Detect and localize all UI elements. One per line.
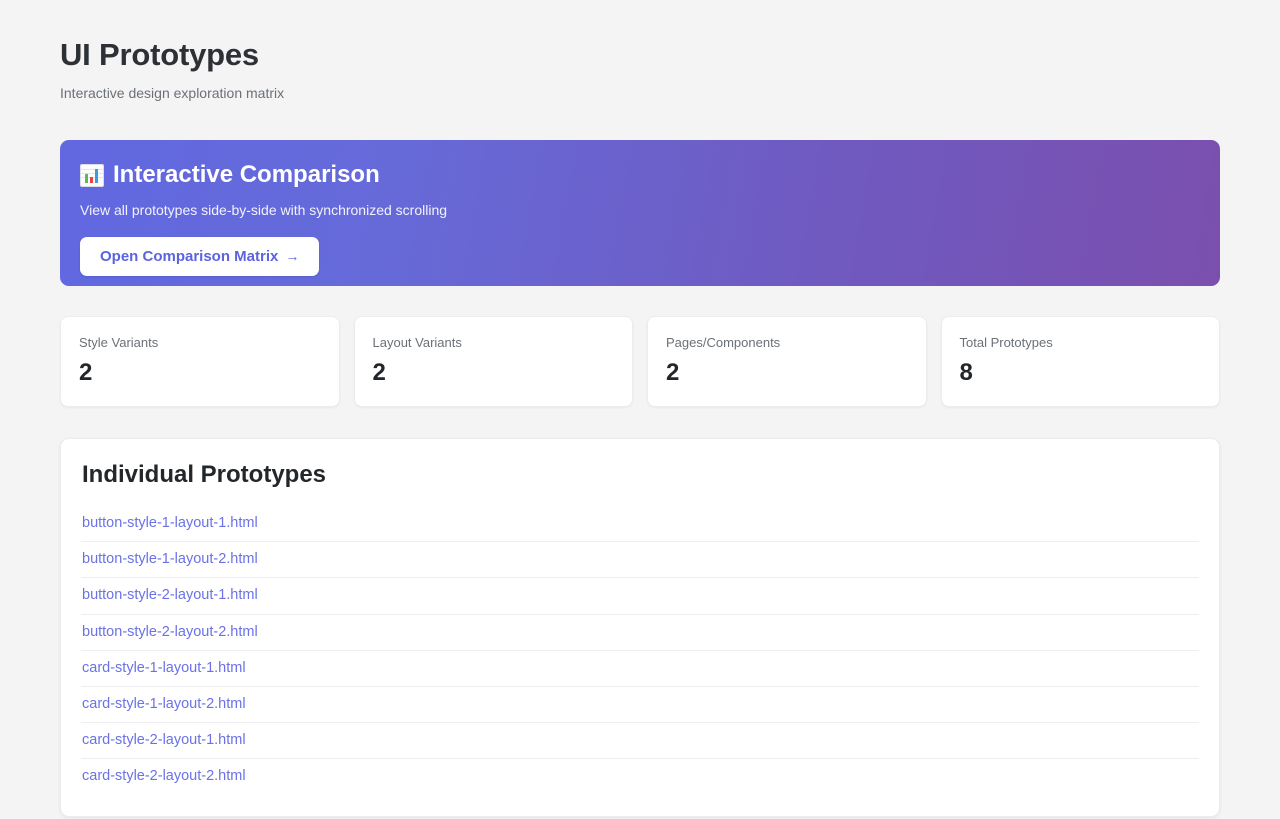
prototype-link[interactable]: card-style-2-layout-2.html (82, 768, 246, 785)
list-item: button-style-1-layout-2.html (81, 542, 1199, 579)
list-item: card-style-1-layout-2.html (81, 687, 1199, 723)
stat-card-total-prototypes: Total Prototypes 8 (940, 316, 1220, 408)
individual-prototypes-card: Individual Prototypes button-style-1-lay… (60, 438, 1220, 818)
prototype-link[interactable]: button-style-2-layout-2.html (82, 623, 258, 640)
interactive-comparison-banner: Interactive Comparison View all prototyp… (60, 140, 1220, 287)
list-item: button-style-1-layout-1.html (81, 506, 1199, 543)
prototype-link[interactable]: button-style-1-layout-2.html (82, 551, 258, 568)
prototype-link[interactable]: button-style-1-layout-1.html (82, 515, 258, 532)
open-comparison-matrix-button[interactable]: Open Comparison Matrix → (80, 236, 320, 276)
prototype-link[interactable]: card-style-1-layout-2.html (82, 695, 246, 712)
bar-chart-emoji-icon (80, 163, 104, 187)
stat-value: 2 (79, 358, 93, 386)
list-item: card-style-2-layout-1.html (81, 723, 1199, 760)
individual-prototypes-title: Individual Prototypes (82, 461, 327, 489)
list-item: card-style-1-layout-1.html (81, 651, 1199, 687)
stat-label: Style Variants (79, 335, 159, 351)
stat-value: 2 (666, 358, 680, 386)
page-subtitle: Interactive design exploration matrix (60, 85, 285, 102)
banner-description: View all prototypes side-by-side with sy… (80, 202, 448, 219)
open-comparison-matrix-label: Open Comparison Matrix (100, 247, 279, 265)
banner-heading-text: Interactive Comparison (113, 161, 380, 189)
stat-card-style-variants: Style Variants 2 (60, 316, 340, 408)
stat-card-pages-components: Pages/Components 2 (647, 316, 927, 408)
arrow-right-icon: → (285, 248, 300, 265)
stat-value: 2 (372, 358, 386, 386)
stat-value: 8 (959, 358, 973, 386)
list-item: button-style-2-layout-1.html (81, 578, 1199, 615)
list-item: card-style-2-layout-2.html (81, 759, 1199, 794)
prototype-link[interactable]: card-style-1-layout-1.html (82, 659, 246, 676)
page-title: UI Prototypes (60, 37, 259, 72)
stat-card-layout-variants: Layout Variants 2 (353, 316, 633, 408)
stat-label: Layout Variants (372, 335, 462, 351)
prototype-link[interactable]: button-style-2-layout-1.html (82, 587, 258, 604)
list-item: button-style-2-layout-2.html (81, 615, 1199, 651)
prototype-list: button-style-1-layout-1.html button-styl… (81, 506, 1199, 794)
stats-row: Style Variants 2 Layout Variants 2 Pages… (60, 316, 1220, 408)
prototype-link[interactable]: card-style-2-layout-1.html (82, 731, 246, 748)
stat-label: Total Prototypes (959, 335, 1053, 351)
banner-heading: Interactive Comparison (80, 160, 1198, 190)
stat-label: Pages/Components (666, 335, 781, 351)
